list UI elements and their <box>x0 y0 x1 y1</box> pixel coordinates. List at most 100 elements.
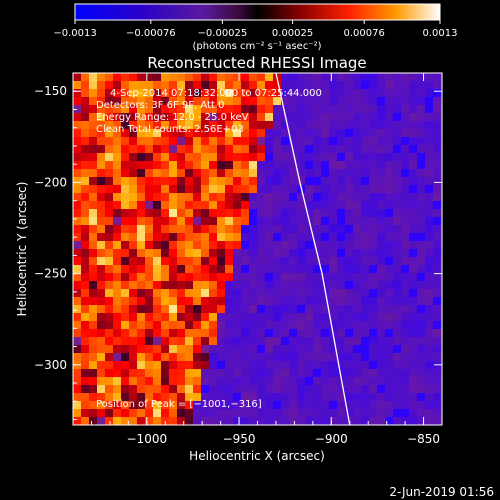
heatmap-cell <box>121 169 129 177</box>
heatmap-cell <box>137 273 145 281</box>
heatmap-cell <box>97 145 105 153</box>
heatmap-cell <box>353 417 361 425</box>
heatmap-cell <box>105 313 113 321</box>
heatmap-cell <box>201 281 209 289</box>
heatmap-cell <box>209 257 217 265</box>
heatmap-cell <box>417 289 425 297</box>
heatmap-cell <box>273 409 281 417</box>
heatmap-cell <box>105 377 113 385</box>
heatmap-cell <box>377 257 385 265</box>
heatmap-cell <box>249 321 257 329</box>
heatmap-cell <box>137 265 145 273</box>
heatmap-cell <box>377 185 385 193</box>
heatmap-cell <box>177 305 185 313</box>
heatmap-cell <box>73 313 81 321</box>
heatmap-cell <box>137 73 145 81</box>
heatmap-cell <box>281 169 289 177</box>
heatmap-cell <box>329 73 337 81</box>
heatmap-cell <box>209 225 217 233</box>
heatmap-cell <box>321 153 329 161</box>
heatmap-cell <box>113 241 121 249</box>
heatmap-cell <box>337 345 345 353</box>
heatmap-cell <box>161 89 169 97</box>
heatmap-cell <box>81 321 89 329</box>
heatmap-cell <box>329 289 337 297</box>
heatmap-cell <box>177 185 185 193</box>
colorbar-tick-label: 0.0013 <box>423 28 458 39</box>
heatmap-cell <box>321 241 329 249</box>
heatmap-cell <box>121 329 129 337</box>
heatmap-cell <box>241 353 249 361</box>
heatmap-cell <box>393 313 401 321</box>
heatmap-cell <box>145 353 153 361</box>
heatmap-cell <box>289 177 297 185</box>
heatmap-cell <box>337 249 345 257</box>
heatmap-cell <box>385 409 393 417</box>
heatmap-cell <box>137 409 145 417</box>
heatmap-cell <box>337 289 345 297</box>
heatmap-cell <box>281 209 289 217</box>
heatmap-cell <box>321 89 329 97</box>
heatmap-cell <box>433 409 441 417</box>
heatmap-cell <box>393 97 401 105</box>
heatmap-cell <box>161 137 169 145</box>
heatmap-cell <box>161 209 169 217</box>
heatmap-cell <box>401 329 409 337</box>
heatmap-cell <box>353 225 361 233</box>
heatmap-cell <box>89 161 97 169</box>
heatmap-cell <box>177 137 185 145</box>
heatmap-cell <box>241 337 249 345</box>
heatmap-cell <box>129 193 137 201</box>
heatmap-cell <box>217 281 225 289</box>
heatmap-cell <box>345 81 353 89</box>
heatmap-cell <box>385 369 393 377</box>
heatmap-cell <box>137 137 145 145</box>
heatmap-cell <box>257 105 265 113</box>
heatmap-cell <box>249 369 257 377</box>
heatmap-cell <box>409 241 417 249</box>
heatmap-cell <box>377 209 385 217</box>
heatmap-cell <box>329 97 337 105</box>
heatmap-cell <box>321 105 329 113</box>
heatmap-cell <box>393 393 401 401</box>
heatmap-cell <box>161 409 169 417</box>
heatmap-cell <box>337 177 345 185</box>
heatmap-cell <box>89 337 97 345</box>
heatmap-cell <box>337 185 345 193</box>
heatmap-cell <box>217 161 225 169</box>
heatmap-cell <box>225 241 233 249</box>
heatmap-cell <box>97 385 105 393</box>
heatmap-cell <box>417 153 425 161</box>
heatmap-cell <box>241 161 249 169</box>
heatmap-cell <box>73 153 81 161</box>
heatmap-cell <box>169 81 177 89</box>
heatmap-cell <box>73 209 81 217</box>
heatmap-cell <box>137 361 145 369</box>
heatmap-cell <box>193 321 201 329</box>
heatmap-cell <box>337 161 345 169</box>
heatmap-cell <box>281 249 289 257</box>
heatmap-cell <box>137 377 145 385</box>
heatmap-cell <box>177 345 185 353</box>
heatmap-cell <box>217 249 225 257</box>
heatmap-cell <box>153 417 161 425</box>
heatmap-cell <box>265 321 273 329</box>
heatmap-cell <box>177 217 185 225</box>
heatmap-cell <box>145 225 153 233</box>
heatmap-cell <box>409 377 417 385</box>
heatmap-cell <box>121 161 129 169</box>
heatmap-cell <box>209 169 217 177</box>
heatmap-cell <box>433 369 441 377</box>
heatmap-cell <box>409 385 417 393</box>
heatmap-cell <box>257 209 265 217</box>
heatmap-cell <box>193 105 201 113</box>
heatmap-cell <box>81 81 89 89</box>
heatmap-cell <box>225 401 233 409</box>
heatmap-cell <box>321 377 329 385</box>
heatmap-cell <box>121 345 129 353</box>
heatmap-cell <box>81 169 89 177</box>
heatmap-cell <box>185 289 193 297</box>
heatmap-cell <box>361 129 369 137</box>
heatmap-cell <box>257 393 265 401</box>
heatmap-cell <box>177 401 185 409</box>
